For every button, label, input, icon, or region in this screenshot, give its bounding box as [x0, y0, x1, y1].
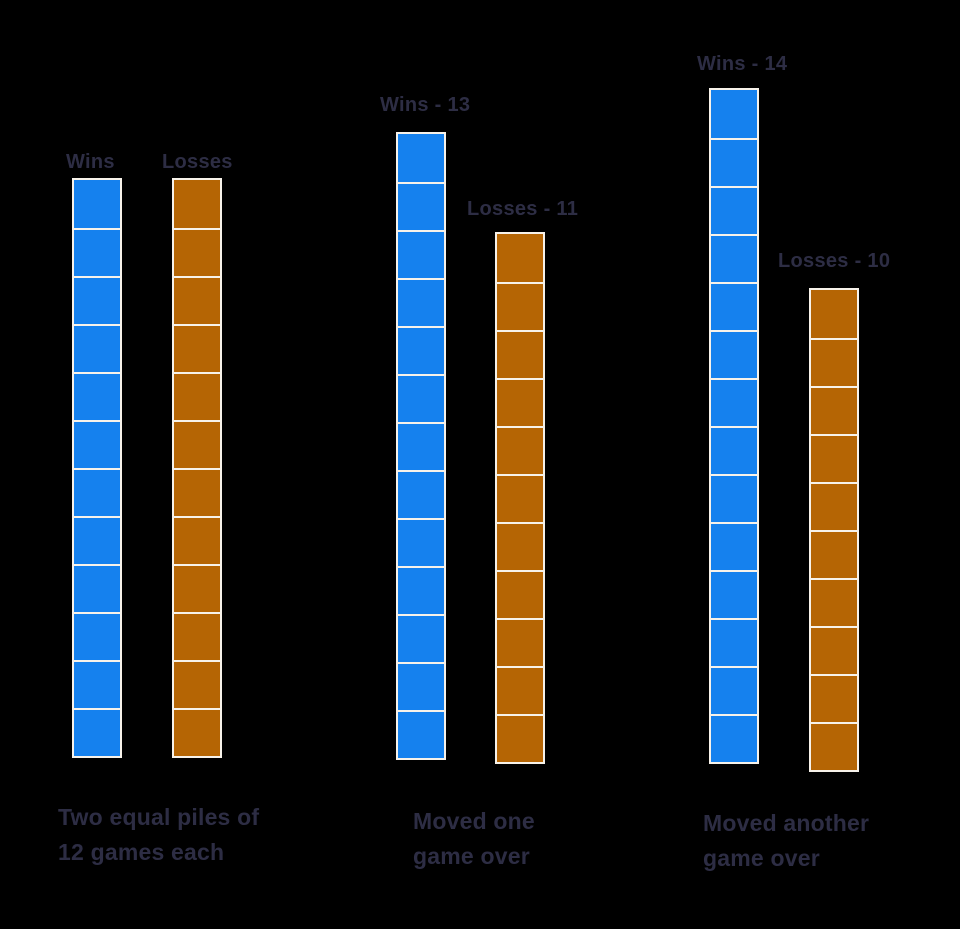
unit-block [497, 522, 543, 570]
unit-block [398, 470, 444, 518]
unit-block [398, 374, 444, 422]
unit-block [711, 570, 757, 618]
losses-pile-2-column [495, 232, 545, 764]
unit-block [398, 326, 444, 374]
losses-pile-1-label: Losses [162, 151, 233, 173]
unit-block [811, 530, 857, 578]
unit-block [711, 618, 757, 666]
unit-block [174, 564, 220, 612]
unit-block [398, 710, 444, 758]
unit-block [74, 276, 120, 324]
unit-block [398, 230, 444, 278]
unit-block [74, 324, 120, 372]
unit-block [497, 330, 543, 378]
unit-block [74, 612, 120, 660]
unit-block [711, 90, 757, 138]
unit-block [398, 278, 444, 326]
unit-block [711, 714, 757, 762]
unit-block [711, 330, 757, 378]
unit-block [74, 708, 120, 756]
unit-block [398, 614, 444, 662]
unit-block [174, 420, 220, 468]
losses-pile-2-label: Losses - 11 [467, 198, 579, 220]
unit-block [711, 378, 757, 426]
unit-block [497, 714, 543, 762]
losses-pile-1-column [172, 178, 222, 758]
unit-block [497, 618, 543, 666]
unit-block [74, 564, 120, 612]
unit-block [811, 626, 857, 674]
unit-block [497, 570, 543, 618]
unit-block [811, 290, 857, 338]
group-3-caption-line-2: game over [703, 845, 820, 871]
unit-block [711, 186, 757, 234]
group-1-caption: Two equal piles of 12 games each [58, 800, 259, 870]
unit-block [811, 578, 857, 626]
unit-block [398, 662, 444, 710]
wins-pile-3-column [709, 88, 759, 764]
unit-block [711, 426, 757, 474]
group-2-caption: Moved one game over [413, 804, 535, 874]
unit-block [398, 134, 444, 182]
unit-block [398, 566, 444, 614]
unit-block [398, 518, 444, 566]
unit-block [811, 386, 857, 434]
wins-pile-1-column [72, 178, 122, 758]
unit-block [74, 180, 120, 228]
unit-block [174, 324, 220, 372]
unit-block [497, 282, 543, 330]
wins-pile-3-label: Wins - 14 [697, 53, 788, 75]
group-2-caption-line-1: Moved one [413, 808, 535, 834]
wins-pile-1-label: Wins [66, 151, 115, 173]
unit-block [174, 708, 220, 756]
unit-block [497, 426, 543, 474]
unit-block [398, 422, 444, 470]
unit-block [74, 468, 120, 516]
unit-block [74, 420, 120, 468]
unit-block [174, 276, 220, 324]
losses-pile-3-label: Losses - 10 [778, 250, 891, 272]
unit-block [174, 660, 220, 708]
unit-block [174, 468, 220, 516]
group-3-caption-line-1: Moved another [703, 810, 870, 836]
unit-block [497, 474, 543, 522]
unit-block [711, 282, 757, 330]
unit-block [174, 228, 220, 276]
wins-pile-2-column [396, 132, 446, 760]
unit-block [74, 516, 120, 564]
group-1-caption-line-2: 12 games each [58, 839, 225, 865]
unit-block [74, 660, 120, 708]
unit-block [711, 234, 757, 282]
unit-block [497, 666, 543, 714]
wins-pile-2-label: Wins - 13 [380, 94, 471, 116]
unit-block [74, 228, 120, 276]
unit-block [497, 378, 543, 426]
unit-block [811, 482, 857, 530]
losses-pile-3-column [809, 288, 859, 772]
unit-block [74, 372, 120, 420]
unit-block [711, 522, 757, 570]
unit-block [497, 234, 543, 282]
unit-block [811, 722, 857, 770]
unit-block [711, 474, 757, 522]
unit-block [711, 138, 757, 186]
unit-block [174, 612, 220, 660]
group-1-caption-line-1: Two equal piles of [58, 804, 260, 830]
unit-block [174, 372, 220, 420]
unit-block [398, 182, 444, 230]
group-3-caption: Moved another game over [703, 806, 869, 876]
unit-block [811, 674, 857, 722]
unit-block [711, 666, 757, 714]
unit-block [174, 180, 220, 228]
unit-block [811, 338, 857, 386]
unit-block [174, 516, 220, 564]
unit-block [811, 434, 857, 482]
group-2-caption-line-2: game over [413, 843, 530, 869]
